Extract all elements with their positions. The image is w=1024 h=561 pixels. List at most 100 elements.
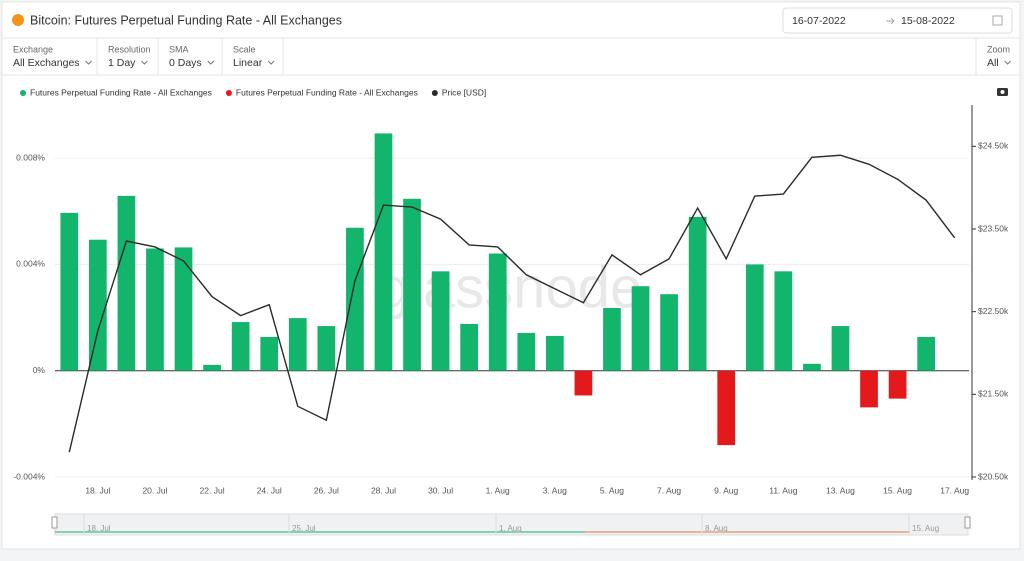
bar <box>631 286 650 371</box>
control-value[interactable]: 0 Days <box>169 57 202 69</box>
bar <box>231 322 250 371</box>
arrow <box>886 17 895 25</box>
camera-icon[interactable] <box>997 88 1008 96</box>
bar <box>60 212 79 371</box>
bar <box>574 370 593 396</box>
bar <box>174 247 193 371</box>
chevron <box>267 60 275 65</box>
bar <box>488 253 507 371</box>
legend-label[interactable]: Futures Perpetual Funding Rate - All Exc… <box>236 87 418 97</box>
x-tick-label: 17. Aug <box>940 485 969 495</box>
x-tick-label: 22. Jul <box>200 485 225 495</box>
title: Bitcoin: Futures Perpetual Funding Rate … <box>30 13 342 27</box>
navigator-label: 1. Aug <box>499 524 522 533</box>
date-from[interactable]: 16-07-2022 <box>792 15 846 27</box>
y-tick-label: 0% <box>33 365 46 375</box>
x-tick-label: 1. Aug <box>486 485 510 495</box>
bar <box>803 363 821 371</box>
bitcoin-icon <box>12 14 24 26</box>
bar <box>745 264 764 371</box>
x-tick-label: 26. Jul <box>314 485 339 495</box>
y-tick-label: -0.004% <box>13 471 45 481</box>
x-tick-label: 5. Aug <box>600 485 624 495</box>
bar <box>117 195 136 371</box>
bar <box>831 326 850 371</box>
y2-tick-label: $21.50k <box>978 389 1009 399</box>
bar <box>774 271 793 371</box>
x-tick-label: 20. Jul <box>142 485 167 495</box>
control-value[interactable]: All <box>987 57 999 69</box>
control-label: Resolution <box>108 44 151 54</box>
date-range[interactable] <box>782 7 1013 34</box>
chevron <box>141 60 148 65</box>
bar <box>317 326 336 371</box>
x-tick-label: 15. Aug <box>883 485 912 495</box>
bar <box>860 370 878 408</box>
bar <box>431 271 450 371</box>
x-tick-label: 13. Aug <box>826 485 855 495</box>
x-tick-label: 24. Jul <box>257 485 282 495</box>
bar <box>917 336 936 371</box>
navigator-label: 18. Jul <box>87 524 111 533</box>
bar <box>660 294 678 371</box>
control-label: SMA <box>169 44 189 54</box>
watermark: glassnode <box>378 255 642 320</box>
legend-label[interactable]: Price [USD] <box>442 87 486 97</box>
navigator-handle[interactable] <box>51 516 58 529</box>
chevron <box>85 60 92 65</box>
bar <box>146 248 164 371</box>
price-line <box>68 154 956 453</box>
bar <box>88 239 107 371</box>
calendar-icon[interactable] <box>992 15 1003 26</box>
bar <box>545 335 564 371</box>
bar <box>460 323 479 371</box>
navigator-label: 8. Aug <box>705 524 728 533</box>
navigator-label: 15. Aug <box>912 524 939 533</box>
legend-dot <box>20 90 26 96</box>
plot: -0.004% 0% 0.004% 0.008% $20.50k $21.50k $22.5… <box>13 105 1009 495</box>
x-tick-label: 30. Jul <box>428 485 453 495</box>
y2-tick-label: $20.50k <box>978 471 1009 481</box>
bar <box>603 308 621 371</box>
x-tick-label: 18. Jul <box>85 485 110 495</box>
date-to[interactable]: 15-08-2022 <box>901 15 955 27</box>
chevron <box>1004 60 1012 65</box>
bar <box>888 370 907 399</box>
y-tick-label: 0.008% <box>16 152 45 162</box>
legend-label[interactable]: Futures Perpetual Funding Rate - All Exc… <box>30 87 212 97</box>
bar <box>374 133 393 371</box>
bar <box>346 227 364 371</box>
x-tick-label: 11. Aug <box>769 485 797 495</box>
navigator-label: 25. Jul <box>292 524 316 533</box>
legend: Futures Perpetual Funding Rate - All Exc… <box>20 87 486 97</box>
bar <box>688 216 707 371</box>
control-value[interactable]: All Exchanges <box>13 57 80 69</box>
control-label: Scale <box>233 44 256 54</box>
chevron <box>207 60 215 65</box>
bar <box>288 318 307 371</box>
x-tick-label: 9. Aug <box>714 485 738 495</box>
legend-dot <box>225 90 232 96</box>
bar <box>517 332 536 371</box>
control-value[interactable]: 1 Day <box>108 57 136 69</box>
controls: Exchange All Exchanges Resolution 1 Day SMA 0… <box>13 38 1012 75</box>
control-label: Exchange <box>13 44 53 54</box>
y2-tick-label: $23.50k <box>978 223 1009 233</box>
y-tick-label: 0.004% <box>16 259 45 269</box>
legend-dot <box>431 90 438 96</box>
bar <box>203 364 221 371</box>
control-value[interactable]: Linear <box>233 57 263 69</box>
bar <box>403 198 421 371</box>
bar <box>260 336 279 371</box>
x-tick-label: 7. Aug <box>657 485 681 495</box>
x-tick-label: 3. Aug <box>543 485 567 495</box>
card <box>1 1 1021 550</box>
control-label: Zoom <box>987 44 1010 54</box>
y2-tick-label: $22.50k <box>978 306 1009 316</box>
navigator-axis: 18. Jul 25. Jul 1. Aug 8. Aug 15. Aug <box>83 514 939 535</box>
bar <box>717 370 736 446</box>
y2-tick-label: $24.50k <box>978 141 1009 151</box>
navigator-handle[interactable] <box>964 516 971 529</box>
